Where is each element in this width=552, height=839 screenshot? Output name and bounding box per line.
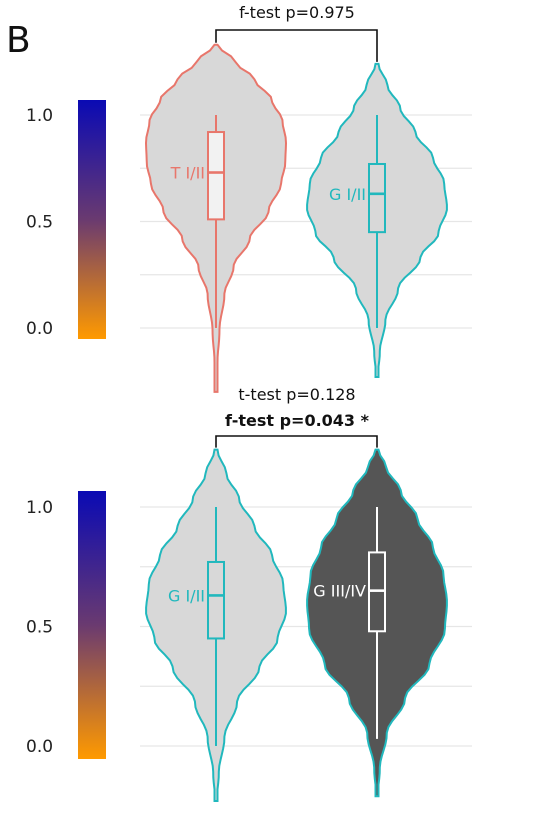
iqr-box: [368, 162, 386, 234]
y-tick-label: 0.5: [26, 213, 53, 233]
test-annotation: f-test p=0.975: [239, 3, 355, 22]
y-tick-label: 0.0: [26, 737, 53, 757]
y-tick-label: 0.5: [26, 618, 53, 638]
violin-group-label: T I/II: [170, 164, 205, 183]
color-scale-bar: [78, 100, 106, 339]
significance-bracket: [215, 29, 378, 62]
violin-group-label: G I/II: [168, 586, 205, 605]
y-tick-label: 1.0: [26, 498, 53, 518]
y-tick-label: 1.0: [26, 106, 53, 126]
iqr-box: [207, 131, 225, 221]
violin-group-label: G III/IV: [313, 582, 366, 601]
violin-group-label: G I/II: [329, 185, 366, 204]
panel-label: B: [6, 20, 31, 61]
test-annotation: t-test p=0.128: [238, 385, 355, 404]
bottom-violin-panel: 0.0 0.5 1.0 t-test p=0.128 f-test p=0.043 * G…: [26, 385, 472, 802]
f-test-annotation: f-test p=0.043 *: [225, 411, 370, 430]
color-scale-bar: [78, 491, 106, 759]
y-tick-label: 0.0: [26, 319, 53, 339]
top-violin-panel: 0.0 0.5 1.0 f-test p=0.975 T I/II G I/II: [26, 3, 472, 393]
significance-bracket: [215, 435, 378, 448]
iqr-box: [207, 560, 225, 640]
